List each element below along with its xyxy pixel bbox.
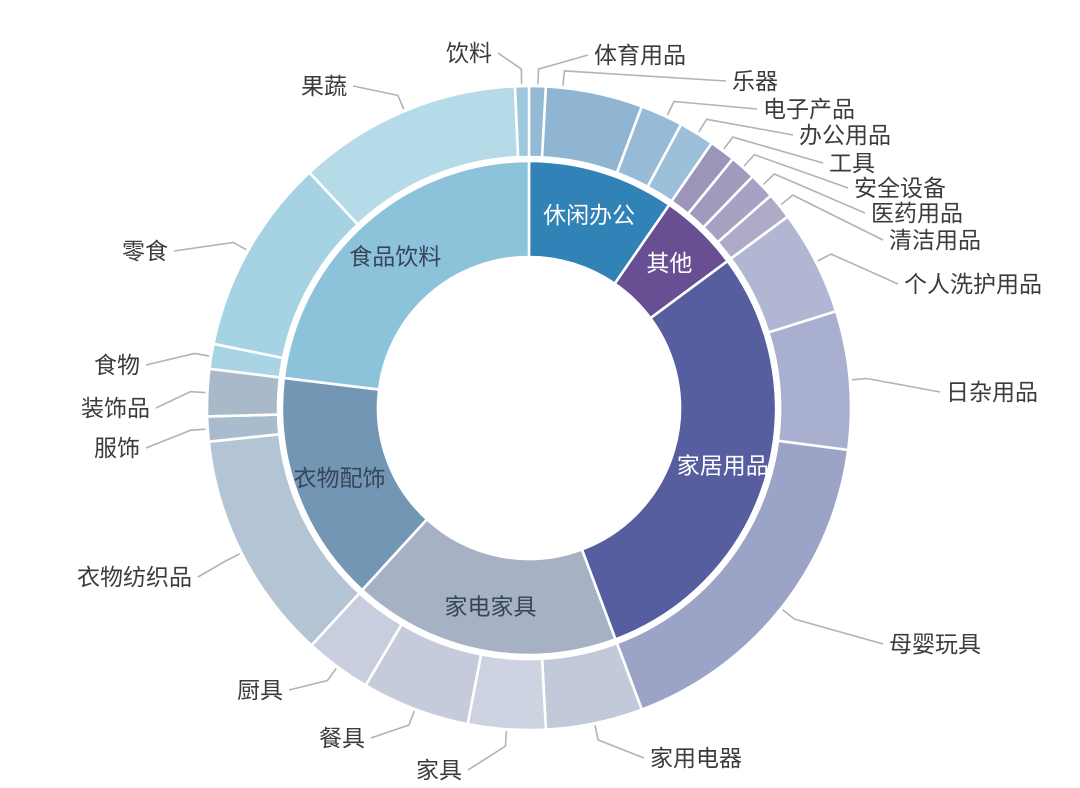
leader-line-medical-supplies <box>762 173 866 214</box>
label-mother-baby-toys: 母婴玩具 <box>889 631 981 657</box>
segment-inner-home-goods[interactable] <box>580 259 778 641</box>
label-daily-sundries: 日杂用品 <box>946 379 1038 405</box>
label-personal-care: 个人洗护用品 <box>904 271 1042 297</box>
leader-line-furniture <box>467 731 508 771</box>
leader-line-mother-baby-toys <box>782 609 884 645</box>
label-snacks: 零食 <box>122 238 168 264</box>
label-tableware: 餐具 <box>319 725 365 751</box>
leader-line-electronics <box>666 100 758 116</box>
label-medical-supplies: 医药用品 <box>871 200 963 226</box>
leader-line-apparel <box>145 428 206 449</box>
leader-line-tableware <box>370 710 415 739</box>
leader-line-personal-care <box>817 253 899 285</box>
label-beverages: 饮料 <box>446 40 492 66</box>
leader-line-snacks <box>173 241 247 252</box>
leader-line-kitchenware <box>288 667 337 691</box>
label-safety-equipment: 安全设备 <box>854 175 946 201</box>
label-inner-clothing-accessories: 衣物配饰 <box>294 465 386 491</box>
label-decorations: 装饰品 <box>81 395 150 421</box>
leader-line-office-supplies <box>698 118 794 136</box>
label-musical-instruments: 乐器 <box>732 68 778 94</box>
leader-line-tools <box>723 136 824 164</box>
label-inner-other: 其他 <box>646 250 692 276</box>
label-electronics: 电子产品 <box>763 96 855 122</box>
segment-outer-beverages[interactable] <box>513 84 531 159</box>
label-clothing-textiles: 衣物纺织品 <box>77 564 192 590</box>
label-inner-food-beverage: 食品饮料 <box>349 244 441 270</box>
label-tools: 工具 <box>829 150 875 176</box>
leader-line-sports-goods <box>537 54 589 85</box>
label-fruits-vegetables: 果蔬 <box>301 73 347 99</box>
label-inner-home-goods: 家居用品 <box>677 452 769 478</box>
label-sports-goods: 体育用品 <box>594 42 686 68</box>
leader-line-clothing-textiles <box>197 553 241 578</box>
leader-line-safety-equipment <box>743 153 849 189</box>
segment-outer-daily-sundries[interactable] <box>767 309 853 452</box>
label-office-supplies: 办公用品 <box>799 122 891 148</box>
leader-line-beverages <box>497 52 523 85</box>
leader-line-daily-sundries <box>851 377 941 393</box>
label-apparel: 服饰 <box>94 435 140 461</box>
label-kitchenware: 厨具 <box>237 677 283 703</box>
label-food: 食物 <box>94 352 140 378</box>
label-inner-appliances-furniture: 家电家具 <box>445 593 537 619</box>
leader-line-cleaning-supplies <box>780 194 884 241</box>
label-furniture: 家具 <box>416 757 462 783</box>
leader-line-musical-instruments <box>562 70 727 86</box>
leader-line-fruits-vegetables <box>352 85 405 110</box>
leader-line-decorations <box>155 390 206 409</box>
label-inner-leisure-office: 休闲办公 <box>543 202 635 228</box>
leader-line-food <box>145 352 210 366</box>
leader-line-home-appliances <box>594 725 645 759</box>
label-home-appliances: 家用电器 <box>650 745 742 771</box>
segment-inner-food-beverage[interactable] <box>282 159 531 391</box>
label-cleaning-supplies: 清洁用品 <box>889 227 981 253</box>
